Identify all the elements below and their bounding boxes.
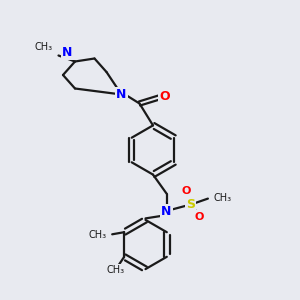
Text: N: N bbox=[161, 205, 172, 218]
Text: N: N bbox=[62, 46, 73, 59]
Text: O: O bbox=[160, 89, 170, 103]
Text: CH₃: CH₃ bbox=[214, 193, 232, 203]
Text: S: S bbox=[186, 197, 195, 211]
Text: CH₃: CH₃ bbox=[88, 230, 106, 240]
Text: CH₃: CH₃ bbox=[34, 43, 52, 52]
Text: O: O bbox=[181, 185, 191, 196]
Text: CH₃: CH₃ bbox=[106, 265, 124, 275]
Text: O: O bbox=[195, 212, 204, 222]
Text: N: N bbox=[116, 88, 127, 101]
